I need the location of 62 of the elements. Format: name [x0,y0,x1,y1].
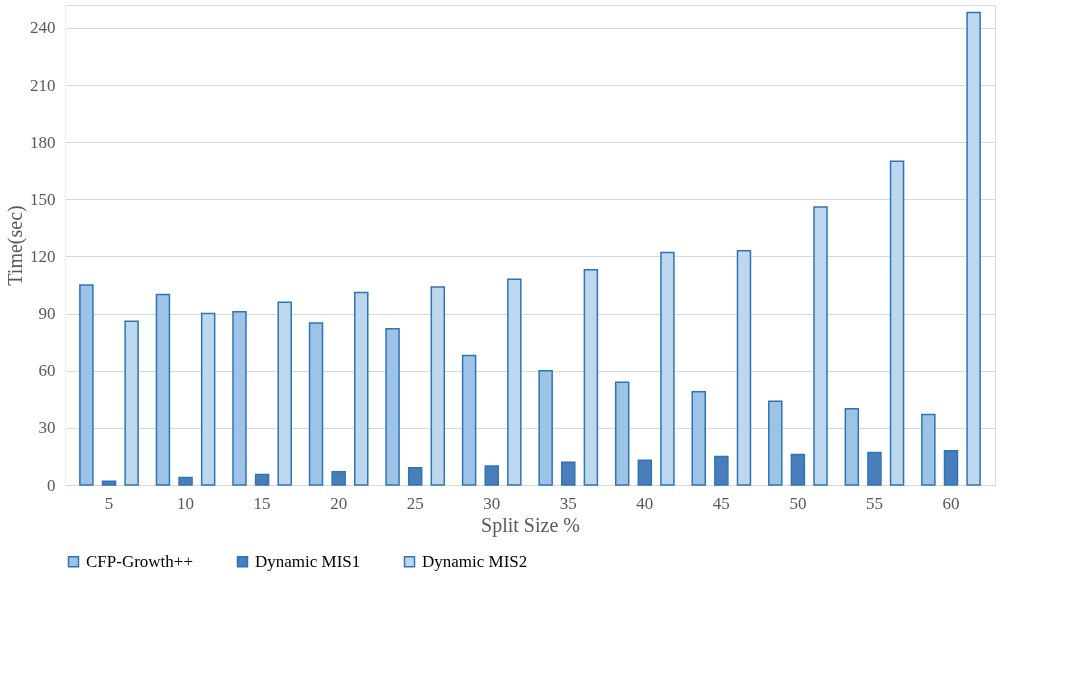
x-tick-label: 50 [789,493,807,513]
legend-label: CFP-Growth++ [86,551,194,571]
y-axis-title: Time(sec) [4,205,27,286]
bar [407,467,423,486]
bar [637,459,653,486]
x-tick-label: 55 [865,493,883,513]
bar [583,269,599,486]
bar [232,310,247,486]
bar [101,480,117,486]
bar [736,249,752,486]
y-tick-label: 0 [47,475,56,495]
bar [614,381,630,486]
bar [155,293,171,486]
y-tick-label: 150 [30,189,56,209]
bar [200,312,216,486]
bar [660,251,675,486]
bar [768,400,783,486]
bar [331,470,346,486]
y-tick-label: 120 [30,246,56,266]
y-tick-label: 210 [30,75,56,95]
bar [714,455,729,486]
x-tick-label: 60 [942,493,960,513]
bar [484,465,499,486]
bar [921,413,936,486]
bar [889,160,905,486]
legend-label: Dynamic MIS1 [255,551,361,571]
bar [178,476,193,486]
bar [354,291,369,486]
bar [79,284,94,486]
x-tick-label: 20 [330,493,348,513]
bar [966,11,981,486]
x-tick-label: 25 [406,493,424,513]
bar [561,461,576,486]
x-tick-label: 30 [483,493,501,513]
y-tick-label: 90 [38,304,56,324]
bar [813,206,828,486]
bar [691,390,706,486]
bar [124,320,139,486]
y-tick-label: 60 [38,361,56,381]
bar [461,354,477,486]
bar [867,451,882,486]
x-tick-label: 45 [712,493,730,513]
bar [385,328,400,486]
x-tick-label: 15 [253,493,271,513]
x-tick-label: 40 [636,493,654,513]
x-axis-title: Split Size % [481,513,580,537]
x-tick-label: 10 [177,493,195,513]
legend-label: Dynamic MIS2 [422,551,528,571]
x-tick-label: 5 [104,493,114,513]
bar [844,408,860,486]
bar [277,301,292,486]
bar [790,453,806,486]
bar [308,322,324,486]
bar [943,449,959,486]
y-tick-label: 30 [38,418,56,438]
y-tick-label: 180 [30,132,56,152]
bar [254,473,270,486]
y-tick-label: 240 [30,18,56,38]
x-tick-label: 35 [559,493,577,513]
bar [507,278,522,486]
bar [430,286,446,486]
bar [538,369,553,486]
